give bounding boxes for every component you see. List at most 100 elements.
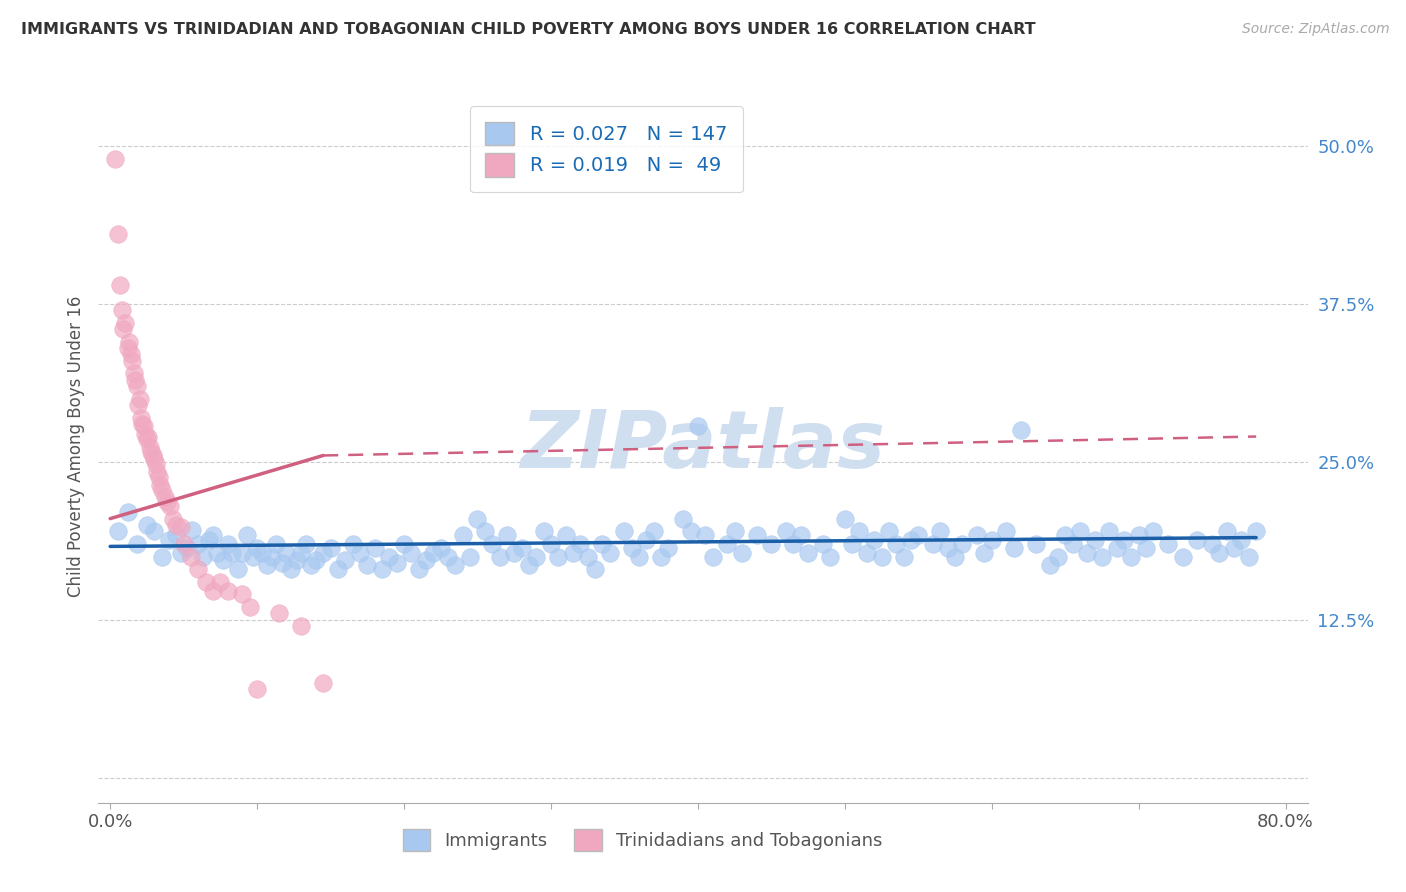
Point (139, 440, 162, 454)
Point (217, 583, 239, 598)
Point (125, 379, 148, 393)
Point (290, 619, 312, 633)
Point (145, 458, 167, 472)
Point (695, 528, 717, 542)
Point (437, 549, 460, 564)
Point (1237, 549, 1260, 564)
Point (165, 517, 187, 532)
Point (408, 562, 430, 576)
Point (775, 524, 797, 539)
Point (156, 495, 179, 509)
Point (562, 546, 585, 560)
Point (1171, 549, 1194, 564)
Point (128, 392, 150, 406)
Point (148, 470, 170, 484)
Point (745, 528, 768, 542)
Point (335, 553, 357, 567)
Point (761, 537, 783, 551)
Point (444, 558, 467, 573)
Point (966, 528, 988, 542)
Point (870, 549, 893, 564)
Point (301, 558, 323, 573)
Point (841, 537, 863, 551)
Point (202, 583, 225, 598)
Point (349, 546, 371, 560)
Point (863, 533, 886, 547)
Point (1244, 524, 1267, 539)
Point (1216, 524, 1239, 539)
Point (117, 505, 139, 519)
Text: ZIPatlas: ZIPatlas (520, 407, 886, 485)
Point (256, 558, 278, 573)
Point (371, 562, 394, 576)
Point (305, 553, 328, 567)
Point (280, 562, 302, 576)
Point (294, 537, 316, 551)
Point (936, 541, 959, 555)
Point (686, 419, 709, 434)
Point (111, 303, 134, 318)
Point (620, 541, 643, 555)
Point (319, 541, 342, 555)
Point (134, 427, 156, 442)
Point (1098, 524, 1121, 539)
Point (231, 546, 253, 560)
Point (159, 499, 181, 513)
Point (657, 541, 679, 555)
Point (451, 528, 474, 542)
Point (271, 556, 294, 570)
Point (848, 524, 870, 539)
Point (143, 452, 166, 467)
Point (114, 316, 136, 330)
Point (672, 511, 695, 525)
Point (117, 341, 139, 355)
Y-axis label: Child Poverty Among Boys Under 16: Child Poverty Among Boys Under 16 (66, 295, 84, 597)
Point (401, 546, 423, 560)
Point (1083, 533, 1105, 547)
Point (789, 528, 811, 542)
Point (141, 444, 163, 458)
Point (782, 537, 804, 551)
Point (207, 546, 229, 560)
Point (540, 537, 562, 551)
Point (150, 549, 173, 564)
Point (1002, 541, 1025, 555)
Point (1112, 533, 1135, 547)
Point (723, 524, 745, 539)
Point (1135, 541, 1157, 555)
Point (415, 553, 437, 567)
Point (131, 417, 153, 431)
Point (180, 549, 202, 564)
Point (250, 546, 273, 560)
Point (1223, 541, 1246, 555)
Point (212, 553, 235, 567)
Point (187, 537, 209, 551)
Point (1121, 549, 1143, 564)
Point (716, 537, 738, 551)
Point (264, 537, 287, 551)
Point (146, 465, 169, 479)
Point (153, 490, 176, 504)
Point (290, 546, 312, 560)
Point (217, 537, 239, 551)
Point (162, 511, 184, 525)
Point (495, 528, 517, 542)
Point (170, 520, 193, 534)
Point (643, 524, 665, 539)
Point (893, 549, 915, 564)
Point (995, 524, 1018, 539)
Point (124, 373, 146, 387)
Point (142, 449, 165, 463)
Point (636, 533, 658, 547)
Point (236, 528, 259, 542)
Point (1039, 558, 1062, 573)
Point (385, 556, 408, 570)
Point (1010, 423, 1032, 437)
Point (150, 483, 173, 497)
Point (503, 546, 526, 560)
Point (524, 549, 547, 564)
Point (731, 546, 754, 560)
Point (312, 675, 335, 690)
Point (467, 511, 489, 525)
Point (922, 537, 945, 551)
